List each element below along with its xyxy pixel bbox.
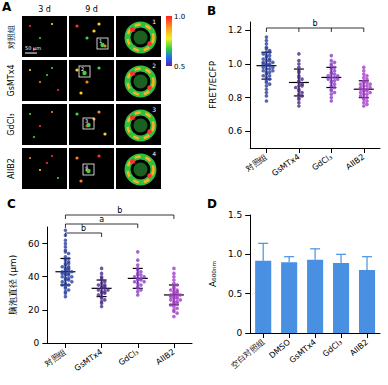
svg-text:AIIB2: AIIB2 bbox=[7, 158, 16, 179]
svg-text:20: 20 bbox=[28, 305, 40, 315]
svg-text:1.0: 1.0 bbox=[174, 13, 185, 21]
svg-text:b: b bbox=[313, 19, 318, 28]
svg-text:B: B bbox=[207, 4, 216, 18]
svg-text:空白对照组: 空白对照组 bbox=[230, 338, 266, 371]
svg-text:GsMTx4: GsMTx4 bbox=[288, 338, 318, 365]
svg-text:GdCl₃: GdCl₃ bbox=[7, 113, 16, 135]
svg-text:1.5: 1.5 bbox=[228, 210, 242, 220]
svg-text:脑泡直径 (μm): 脑泡直径 (μm) bbox=[8, 255, 18, 315]
svg-text:GdCl₃: GdCl₃ bbox=[321, 338, 344, 359]
svg-text:b: b bbox=[81, 224, 86, 233]
svg-text:9 d: 9 d bbox=[85, 5, 98, 14]
svg-text:1: 1 bbox=[152, 18, 156, 25]
svg-text:GdCl₃: GdCl₃ bbox=[117, 347, 140, 367]
svg-text:D: D bbox=[207, 197, 217, 211]
svg-text:A₆₀₀ₙₘ: A₆₀₀ₙₘ bbox=[208, 261, 218, 288]
svg-text:0.6: 0.6 bbox=[228, 126, 243, 136]
svg-text:1.0: 1.0 bbox=[228, 59, 243, 69]
svg-text:60: 60 bbox=[28, 239, 40, 249]
svg-text:GsMTx4: GsMTx4 bbox=[7, 65, 16, 97]
svg-text:GdCl₃: GdCl₃ bbox=[310, 152, 333, 172]
svg-text:4: 4 bbox=[152, 150, 156, 157]
svg-text:3: 3 bbox=[152, 106, 156, 113]
svg-text:对照组: 对照组 bbox=[43, 347, 68, 368]
svg-text:FRET/ECFP: FRET/ECFP bbox=[208, 60, 218, 109]
svg-text:0.5: 0.5 bbox=[174, 63, 185, 71]
svg-text:0: 0 bbox=[236, 328, 242, 338]
svg-text:40: 40 bbox=[28, 272, 40, 282]
svg-text:4: 4 bbox=[85, 164, 88, 170]
svg-text:b: b bbox=[117, 206, 122, 215]
svg-text:对照组: 对照组 bbox=[244, 152, 269, 173]
svg-text:GsMTx4: GsMTx4 bbox=[270, 152, 301, 178]
svg-text:DMSO: DMSO bbox=[267, 337, 292, 361]
svg-text:0: 0 bbox=[34, 338, 40, 348]
svg-text:0.8: 0.8 bbox=[228, 93, 243, 103]
svg-text:C: C bbox=[7, 197, 16, 211]
svg-text:a: a bbox=[99, 215, 104, 224]
svg-text:50 μm: 50 μm bbox=[25, 45, 41, 52]
svg-text:对照组: 对照组 bbox=[7, 25, 16, 49]
svg-text:GsMTx4: GsMTx4 bbox=[73, 347, 104, 373]
svg-text:2: 2 bbox=[152, 62, 156, 69]
svg-text:1.2: 1.2 bbox=[228, 25, 242, 35]
svg-text:1.0: 1.0 bbox=[228, 249, 243, 259]
svg-text:3: 3 bbox=[85, 118, 88, 124]
svg-text:AIIB2: AIIB2 bbox=[154, 347, 176, 366]
svg-text:A: A bbox=[2, 0, 12, 14]
svg-text:2: 2 bbox=[81, 66, 84, 72]
svg-text:AIIB2: AIIB2 bbox=[348, 338, 370, 358]
svg-text:1: 1 bbox=[99, 38, 102, 44]
svg-text:0.5: 0.5 bbox=[228, 289, 242, 299]
svg-text:3 d: 3 d bbox=[38, 5, 51, 14]
svg-text:AIIB2: AIIB2 bbox=[344, 152, 366, 171]
